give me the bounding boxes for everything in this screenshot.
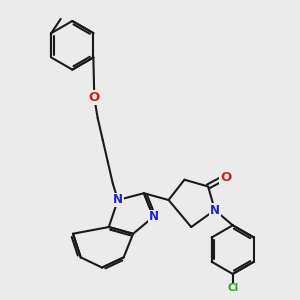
Text: O: O (220, 170, 231, 184)
Text: N: N (210, 204, 220, 217)
Text: O: O (88, 91, 100, 104)
Text: N: N (148, 210, 158, 224)
Text: Cl: Cl (227, 284, 238, 293)
Text: N: N (113, 194, 123, 206)
